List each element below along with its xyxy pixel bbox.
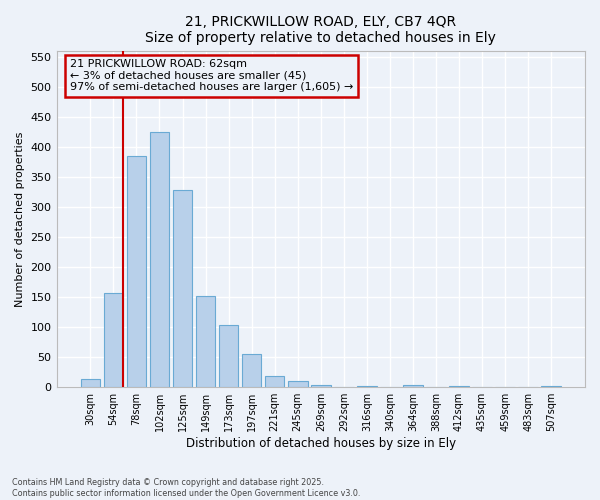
Bar xyxy=(357,386,377,387)
Bar xyxy=(196,296,215,387)
Y-axis label: Number of detached properties: Number of detached properties xyxy=(15,131,25,306)
Bar xyxy=(403,386,423,387)
Bar xyxy=(173,190,193,387)
Title: 21, PRICKWILLOW ROAD, ELY, CB7 4QR
Size of property relative to detached houses : 21, PRICKWILLOW ROAD, ELY, CB7 4QR Size … xyxy=(145,15,496,45)
Text: Contains HM Land Registry data © Crown copyright and database right 2025.
Contai: Contains HM Land Registry data © Crown c… xyxy=(12,478,361,498)
Text: 21 PRICKWILLOW ROAD: 62sqm
← 3% of detached houses are smaller (45)
97% of semi-: 21 PRICKWILLOW ROAD: 62sqm ← 3% of detac… xyxy=(70,59,353,92)
Bar xyxy=(219,326,238,387)
Bar xyxy=(265,376,284,387)
Bar xyxy=(127,156,146,387)
Bar xyxy=(311,385,331,387)
Bar xyxy=(149,132,169,387)
Bar xyxy=(449,386,469,387)
Bar xyxy=(80,380,100,387)
X-axis label: Distribution of detached houses by size in Ely: Distribution of detached houses by size … xyxy=(186,437,456,450)
Bar xyxy=(288,381,308,387)
Bar xyxy=(242,354,262,387)
Bar xyxy=(541,386,561,387)
Bar xyxy=(104,293,123,387)
Bar xyxy=(496,386,515,387)
